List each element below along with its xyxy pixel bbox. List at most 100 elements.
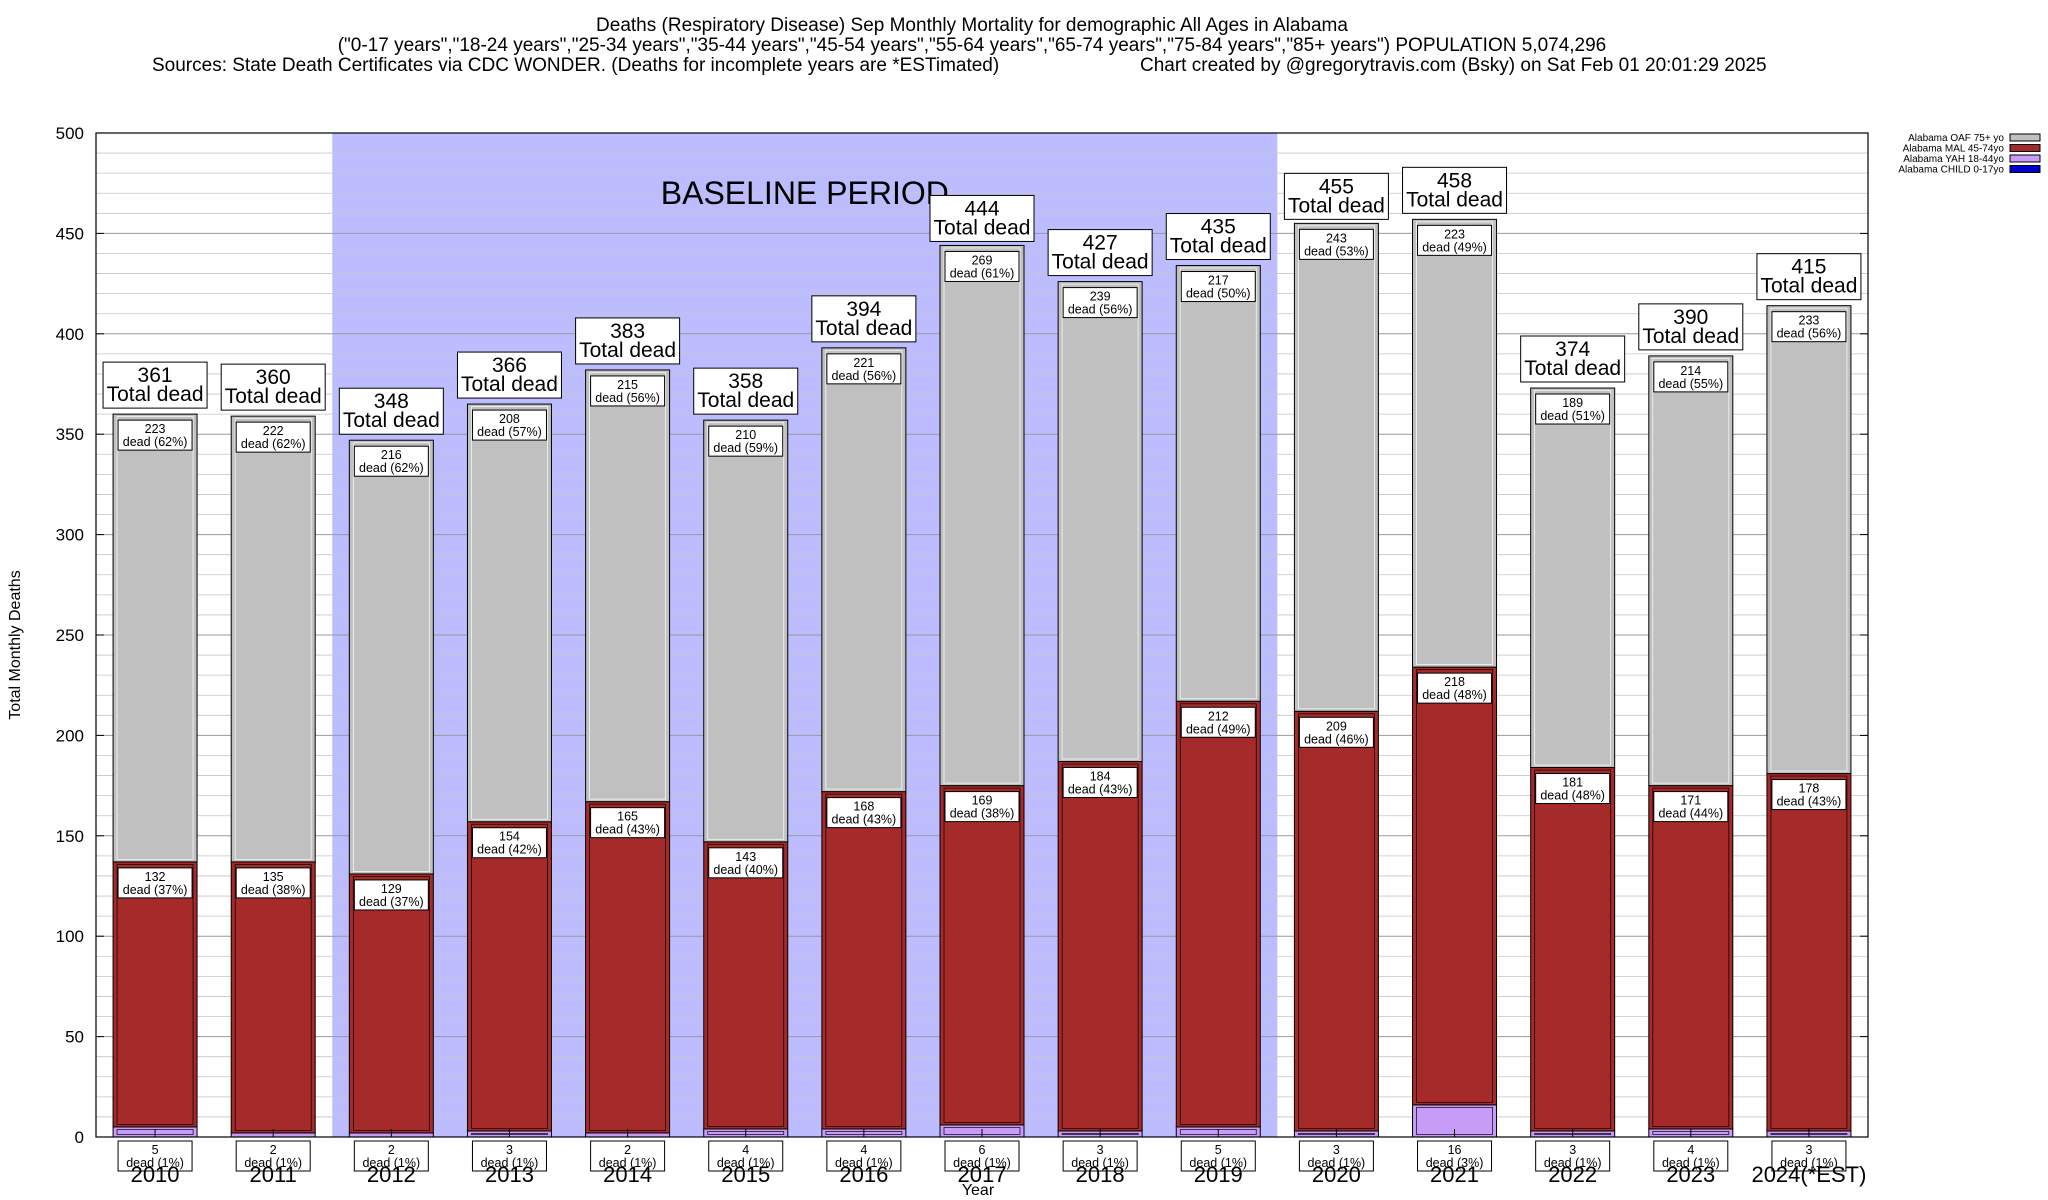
segment-label-value: 4: [860, 1143, 867, 1157]
bar-segment-inner: [707, 843, 785, 1127]
segment-label-value: 181: [1562, 776, 1583, 790]
segment-label-box: [1535, 393, 1611, 425]
legend-label: Alabama OAF 75+ yo: [1908, 133, 2004, 144]
total-label-value: 415: [1791, 256, 1826, 279]
segment-label-value: 143: [735, 850, 756, 864]
x-tick-label: 2024(*EST): [1751, 1162, 1866, 1187]
segment-label-pct: dead (43%): [832, 813, 897, 827]
bar-segment-inner: [1652, 787, 1730, 1127]
segment-label-pct: dead (40%): [713, 863, 778, 877]
total-label-value: 394: [846, 298, 881, 321]
segment-label-pct: dead (62%): [359, 461, 424, 475]
segment-label-pct: dead (43%): [1777, 795, 1842, 809]
x-tick-label: 2011: [250, 1162, 297, 1187]
segment-label-value: 184: [1090, 770, 1111, 784]
segment-label-value: 215: [617, 378, 638, 392]
y-tick-label: 400: [56, 325, 84, 344]
segment-label-box: [708, 847, 784, 879]
total-label-text: Total dead: [1642, 325, 1739, 348]
bar-segment-inner: [1179, 267, 1257, 700]
y-tick-label: 100: [56, 927, 84, 946]
bar-segment-inner: [1770, 307, 1848, 772]
segment-label-pct: dead (1%): [362, 1156, 420, 1170]
bar-segment: [1766, 773, 1852, 1132]
segment-label-value: 189: [1562, 396, 1583, 410]
segment-label-box: [1298, 1140, 1374, 1172]
segment-label-box: [1535, 773, 1611, 805]
x-tick-label: 2021: [1430, 1162, 1479, 1187]
segment-label-pct: dead (1%): [1780, 1156, 1838, 1170]
segment-label-pct: dead (48%): [1540, 789, 1605, 803]
y-tick-label: 150: [56, 827, 84, 846]
segment-label-pct: dead (49%): [1422, 240, 1487, 254]
segment-label-value: 223: [1444, 227, 1465, 241]
bar-segment: [1175, 700, 1261, 1128]
bar-segment-inner: [589, 372, 666, 800]
segment-label-box: [1417, 1140, 1493, 1172]
segment-label-box: [1180, 1140, 1256, 1172]
x-tick-label: 2015: [721, 1162, 770, 1187]
bar-segment: [1648, 785, 1734, 1130]
total-label-value: 458: [1437, 169, 1472, 192]
bar-segment: [1057, 281, 1143, 763]
segment-label-pct: dead (56%): [595, 391, 660, 405]
bar-segment: [1412, 218, 1498, 668]
legend-swatch: [2009, 144, 2041, 152]
segment-label-pct: dead (53%): [1304, 244, 1369, 258]
bar-segment: [939, 785, 1025, 1126]
bar-segment-inner: [1298, 713, 1375, 1129]
segment-label-value: 5: [1215, 1143, 1222, 1157]
x-tick-label: 2020: [1312, 1162, 1361, 1187]
segment-label-value: 129: [381, 882, 402, 896]
chart-title-line-2: ("0-17 years","18-24 years","25-34 years…: [338, 35, 1607, 56]
total-label-box: [929, 194, 1035, 242]
segment-label-box: [1771, 1140, 1847, 1172]
segment-label-pct: dead (61%): [950, 266, 1015, 280]
legend-swatch: [2009, 133, 2041, 142]
bar-segment: [939, 244, 1025, 787]
x-tick-label: 2013: [485, 1162, 534, 1187]
total-label-text: Total dead: [107, 383, 204, 406]
segment-label-pct: dead (37%): [359, 895, 424, 909]
segment-label-pct: dead (62%): [123, 435, 188, 449]
segment-label-pct: dead (1%): [953, 1156, 1011, 1170]
total-label-text: Total dead: [1052, 251, 1149, 274]
segment-label-value: 239: [1090, 290, 1111, 304]
segment-label-box: [1180, 706, 1256, 738]
total-label-text: Total dead: [1760, 275, 1857, 298]
segment-label-pct: dead (42%): [477, 843, 542, 857]
total-label-text: Total dead: [1170, 235, 1267, 258]
bar-segment-inner: [471, 823, 548, 1129]
total-label-box: [1520, 335, 1626, 383]
segment-label-value: 16: [1448, 1143, 1462, 1157]
bar-segment-inner: [825, 349, 903, 790]
x-tick-label: 2016: [839, 1162, 888, 1187]
segment-label-value: 208: [499, 412, 520, 426]
bar-segment: [1293, 222, 1379, 712]
segment-label-value: 221: [853, 356, 874, 370]
segment-label-value: 4: [1687, 1143, 1694, 1157]
segment-label-box: [944, 791, 1020, 823]
segment-label-box: [353, 1140, 429, 1172]
segment-label-box: [117, 867, 193, 899]
bar-segment: [112, 413, 198, 863]
